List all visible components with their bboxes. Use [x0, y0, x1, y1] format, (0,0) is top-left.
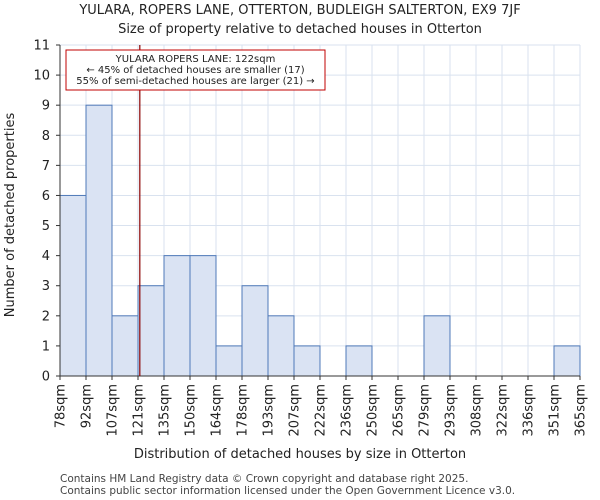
bar	[85, 104, 113, 377]
bar	[111, 315, 139, 377]
bar	[241, 285, 269, 377]
bar	[59, 194, 87, 377]
bar	[267, 315, 295, 377]
y-tick-label: 1	[42, 339, 50, 354]
x-tick-label: 164sqm	[210, 384, 225, 437]
x-tick-label: 351sqm	[548, 384, 563, 437]
x-tick-label: 78sqm	[54, 384, 69, 428]
x-tick-label: 107sqm	[106, 384, 121, 437]
x-tick-label: 236sqm	[340, 384, 355, 437]
y-tick-label: 7	[42, 159, 50, 174]
x-tick-label: 265sqm	[392, 384, 407, 437]
x-tick-label: 250sqm	[366, 384, 381, 437]
y-tick-labels: 0 1 2 3 4 5 6 7 8 9 10 11	[33, 39, 60, 385]
annotation-box	[65, 49, 326, 91]
bar	[423, 315, 451, 377]
bar	[137, 285, 165, 377]
y-tick-label: 2	[42, 309, 50, 324]
x-tick-label: 322sqm	[496, 384, 511, 437]
x-tick-label: 336sqm	[522, 384, 537, 437]
x-tick-label: 92sqm	[80, 384, 95, 428]
bars	[59, 104, 581, 377]
x-tick-labels: 78sqm 92sqm 107sqm 121sqm 135sqm 150sqm 164sqm…	[54, 376, 589, 437]
property-marker: YULARA ROPERS LANE: 122sqm← 45% of detac…	[65, 45, 326, 376]
footer-line-1: Contains HM Land Registry data © Crown c…	[60, 473, 468, 485]
annotation-text: YULARA ROPERS LANE: 122sqm	[115, 54, 276, 65]
x-tick-label: 135sqm	[158, 384, 173, 437]
x-tick-label: 365sqm	[574, 384, 589, 437]
x-tick-label: 121sqm	[132, 384, 147, 437]
bar	[553, 345, 581, 377]
bar	[215, 345, 243, 377]
y-tick-label: 5	[42, 219, 50, 234]
x-tick-label: 193sqm	[262, 384, 277, 437]
x-tick-label: 178sqm	[236, 384, 251, 437]
annotation-text: ← 45% of detached houses are smaller (17…	[86, 65, 304, 76]
x-tick-label: 150sqm	[184, 384, 199, 437]
x-axis-label: Distribution of detached houses by size …	[134, 447, 466, 462]
bar	[345, 345, 373, 377]
chart-subtitle: Size of property relative to detached ho…	[118, 22, 482, 37]
bar	[189, 255, 217, 377]
x-tick-label: 308sqm	[470, 384, 485, 437]
x-tick-label: 207sqm	[288, 384, 303, 437]
x-tick-label: 222sqm	[314, 384, 329, 437]
y-tick-label: 9	[42, 99, 50, 114]
y-tick-label: 0	[42, 370, 50, 385]
y-tick-label: 10	[33, 69, 50, 84]
y-tick-label: 8	[42, 129, 50, 144]
annotation-text: 55% of semi-detached houses are larger (…	[76, 76, 314, 87]
footer-line-2: Contains public sector information licen…	[60, 485, 515, 497]
y-tick-label: 11	[33, 39, 50, 54]
x-tick-label: 293sqm	[444, 384, 459, 437]
y-tick-label: 3	[42, 279, 50, 294]
bar	[293, 345, 321, 377]
x-tick-label: 279sqm	[418, 384, 433, 437]
chart-title: YULARA, ROPERS LANE, OTTERTON, BUDLEIGH …	[78, 3, 520, 18]
y-tick-label: 6	[42, 189, 50, 204]
y-tick-label: 4	[42, 249, 50, 264]
bar	[163, 255, 191, 377]
y-axis-label: Number of detached properties	[3, 113, 18, 318]
